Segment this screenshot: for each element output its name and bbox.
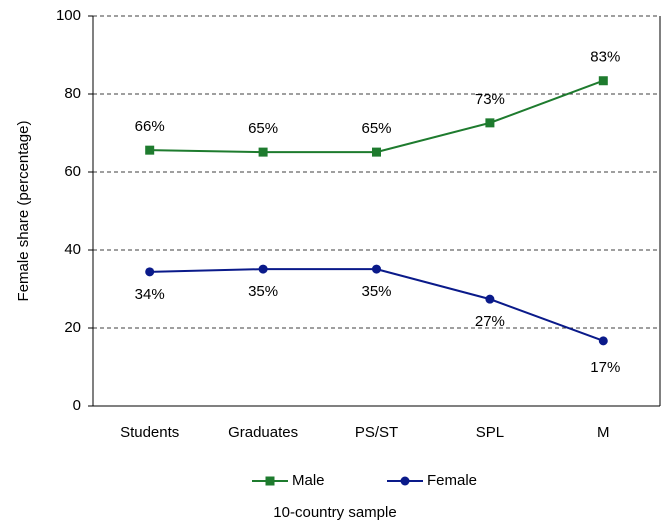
x-tick-label: M [597, 424, 610, 441]
data-label: 27% [475, 313, 505, 330]
data-label: 65% [361, 120, 391, 137]
x-tick-label: PS/ST [355, 424, 398, 441]
series-line [149, 79, 604, 154]
legend-label: Male [292, 472, 325, 489]
data-label: 65% [248, 120, 278, 137]
marker [258, 264, 268, 274]
data-label: 66% [135, 118, 165, 135]
x-tick-label: Graduates [228, 424, 298, 441]
marker [485, 294, 495, 304]
marker [598, 76, 608, 86]
legend-marker [265, 476, 275, 486]
series-line [149, 268, 604, 342]
data-label: 83% [590, 49, 620, 66]
marker [145, 267, 155, 277]
marker [145, 145, 155, 155]
y-tick-label: 0 [73, 397, 81, 414]
y-tick-label: 40 [64, 241, 81, 258]
x-tick-label: SPL [476, 424, 504, 441]
marker [598, 336, 608, 346]
data-label: 73% [475, 91, 505, 108]
marker [372, 264, 381, 274]
data-label: 17% [590, 359, 620, 376]
y-tick-label: 60 [64, 163, 81, 180]
data-label: 35% [361, 283, 391, 300]
legend-label: Female [427, 472, 477, 489]
y-axis-label: Female share (percentage) [15, 121, 32, 302]
data-label: 35% [248, 283, 278, 300]
x-axis-label: 10-country sample [273, 504, 396, 521]
legend-marker [400, 476, 410, 486]
y-tick-label: 20 [64, 319, 81, 336]
data-label: 34% [135, 286, 165, 303]
marker [258, 147, 268, 157]
y-tick-label: 100 [56, 7, 81, 24]
marker [372, 147, 381, 157]
y-tick-label: 80 [64, 85, 81, 102]
x-tick-label: Students [120, 424, 179, 441]
marker [485, 118, 495, 128]
